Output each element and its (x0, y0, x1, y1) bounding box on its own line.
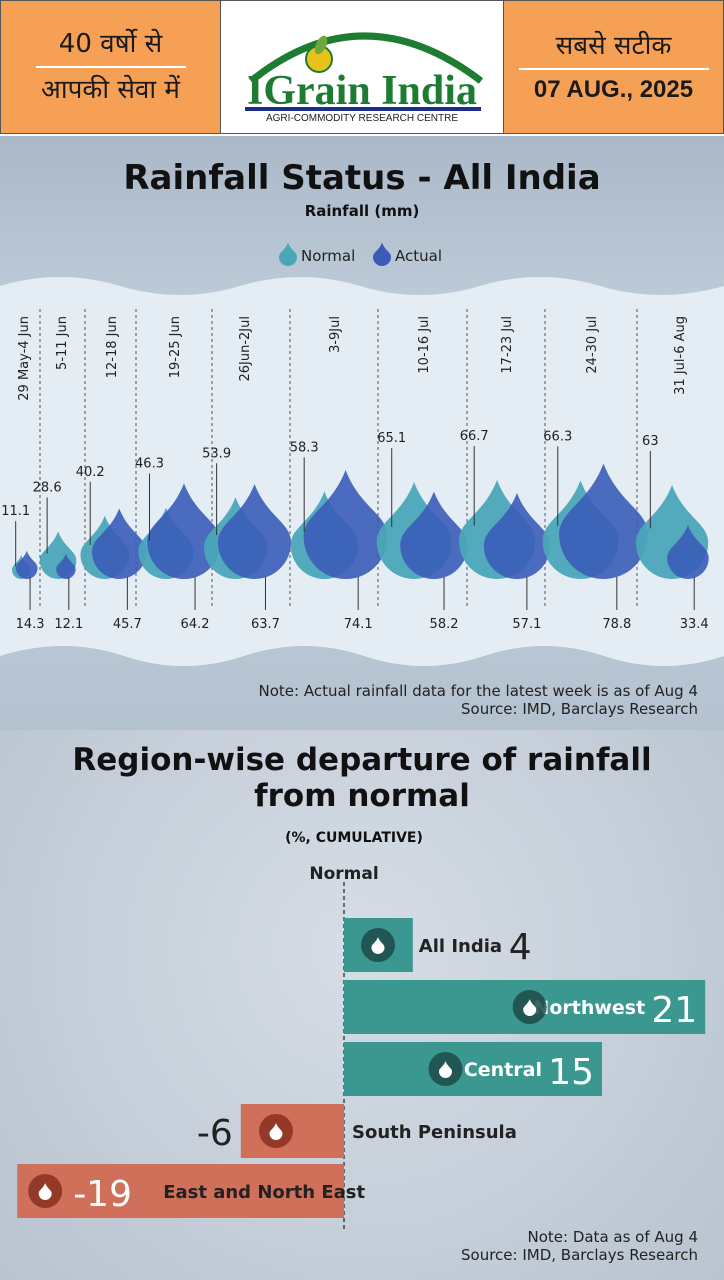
actual-value-label: 57.1 (512, 617, 541, 632)
week-label: 19-25 Jun (168, 316, 183, 378)
actual-value-label: 74.1 (344, 617, 373, 632)
raindrop-icon (269, 1123, 283, 1140)
normal-value-label: 40.2 (76, 465, 105, 480)
region-label: East and North East (163, 1182, 365, 1203)
normal-value-label: 66.3 (543, 430, 572, 445)
normal-value-label: 28.6 (33, 480, 62, 495)
rainfall-chart: Normal Actual 29 May-4 Jun 11.1 14.3 5-11 Ju… (0, 242, 724, 666)
region-label: Northwest (533, 997, 645, 1019)
legend-normal-label: Normal (301, 247, 355, 265)
normal-value-label: 53.9 (202, 446, 231, 461)
rainfall-note: Note: Actual rainfall data for the lates… (258, 682, 699, 700)
actual-drop (56, 553, 76, 580)
actual-value-label: 58.2 (430, 617, 459, 632)
header: 40 वर्षो से आपकी सेवा में IGrain India A… (0, 0, 724, 136)
week-label: 3-9Jul (328, 316, 343, 353)
tagline-line2: आपकी सेवा में (41, 75, 180, 105)
departure-value: 4 (509, 927, 532, 968)
normal-value-label: 63 (642, 434, 659, 449)
date-box: सबसे सटीक 07 AUG., 2025 (503, 0, 724, 134)
actual-drop (303, 469, 388, 580)
brand-subtitle: AGRI-COMMODITY RESEARCH CENTRE (265, 113, 459, 124)
rainfall-title: Rainfall Status - All India (123, 158, 601, 198)
week-label: 12-18 Jun (105, 316, 120, 378)
normal-value-label: 11.1 (1, 504, 30, 519)
tagline-box: 40 वर्षो से आपकी सेवा में (0, 0, 221, 134)
accuracy-tagline: सबसे सटीक (555, 31, 672, 61)
actual-drop (15, 550, 38, 580)
legend-actual-label: Actual (395, 247, 442, 265)
departure-value: -6 (197, 1113, 233, 1154)
actual-value-label: 12.1 (54, 617, 83, 632)
brand-name: IGrain India (247, 68, 477, 114)
departure-chart: Normal All India 4 21 Northwest 15 Central -6 So… (17, 864, 706, 1232)
rainfall-status-panel: Normal Actual 29 May-4 Jun 11.1 14.3 5-11 Ju… (0, 136, 724, 730)
actual-drop (400, 491, 468, 579)
departure-title: Region-wise departure of rainfall from n… (72, 742, 652, 814)
actual-drop (559, 463, 648, 579)
legend-normal-icon (279, 242, 297, 266)
region-label: All India (419, 936, 502, 957)
week-label: 26Jun-2Jul (238, 316, 253, 382)
tagline-line1: 40 वर्षो से (58, 29, 163, 59)
rainfall-source: Source: IMD, Barclays Research (461, 700, 698, 718)
rainfall-subtitle: Rainfall (mm) (304, 202, 420, 220)
brand-underline (245, 107, 481, 111)
raindrop-icon (38, 1183, 52, 1200)
departure-value: -19 (73, 1174, 132, 1215)
departure-source: Source: IMD, Barclays Research (461, 1246, 698, 1264)
departure-value: 21 (651, 990, 697, 1031)
normal-value-label: 46.3 (135, 457, 164, 472)
week-label: 10-16 Jul (417, 316, 432, 374)
tagline-divider (35, 66, 186, 68)
normal-value-label: 58.3 (290, 440, 319, 455)
actual-value-label: 64.2 (181, 617, 210, 632)
raindrop-icon (523, 999, 537, 1016)
normal-baseline-label: Normal (309, 864, 378, 884)
departure-note: Note: Data as of Aug 4 (527, 1228, 698, 1246)
actual-drop (483, 492, 551, 579)
actual-drop (92, 508, 147, 579)
actual-value-label: 14.3 (16, 617, 45, 632)
report-date: 07 AUG., 2025 (533, 76, 694, 103)
raindrop-icon (371, 937, 385, 954)
actual-value-label: 45.7 (113, 617, 142, 632)
legend-actual-icon (373, 242, 391, 266)
normal-value-label: 65.1 (377, 431, 406, 446)
region-label: South Peninsula (352, 1122, 517, 1143)
departure-bar (344, 1042, 602, 1096)
departure-subtitle: (%, CUMULATIVE) (285, 830, 423, 846)
date-divider (518, 68, 709, 70)
actual-value-label: 78.8 (602, 617, 631, 632)
actual-drop (147, 483, 221, 580)
actual-value-label: 33.4 (680, 617, 709, 632)
normal-value-label: 66.7 (460, 429, 489, 444)
logo-arc-icon (248, 32, 484, 84)
departure-bar (17, 1164, 344, 1218)
week-label: 24-30 Jul (585, 316, 600, 374)
region-label: Central (464, 1059, 542, 1081)
actual-value-label: 63.7 (251, 617, 280, 632)
actual-drop (667, 525, 709, 579)
actual-drop (217, 484, 292, 579)
week-label: 5-11 Jun (55, 316, 70, 370)
departure-value: 15 (548, 1052, 594, 1093)
week-label: 29 May-4 Jun (17, 316, 32, 401)
brand-logo: IGrain India AGRI-COMMODITY RESEARCH CEN… (220, 0, 504, 134)
week-label: 17-23 Jul (500, 316, 515, 374)
departure-panel: Normal All India 4 21 Northwest 15 Central -6 So… (0, 730, 724, 1280)
raindrop-icon (439, 1061, 452, 1078)
week-label: 31 Jul-6 Aug (673, 316, 688, 395)
